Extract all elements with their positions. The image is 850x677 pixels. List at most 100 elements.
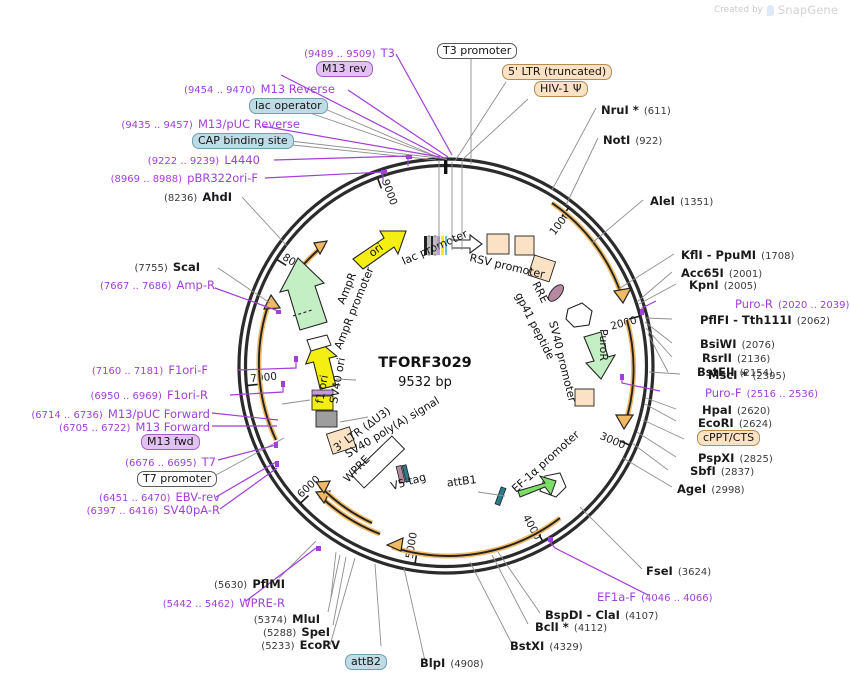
enzyme-blpi[interactable]: BlpI (4908) — [420, 654, 484, 670]
feature-label-m13-fwd[interactable]: M13 fwd — [141, 434, 200, 450]
svg-text:3000: 3000 — [598, 430, 627, 452]
enzyme-name: KflI - PpuMI — [681, 248, 757, 262]
primer-position: (9435 .. 9457) — [121, 120, 193, 131]
enzyme-scai[interactable]: (7755) ScaI — [60, 258, 201, 274]
enzyme-name: EcoRV — [299, 638, 340, 652]
feature-label-attb2[interactable]: attB2 — [345, 654, 387, 670]
enzyme-name: AleI — [650, 194, 675, 208]
leader-lines-primer — [211, 53, 661, 602]
feature-label-lac-operator[interactable]: lac operator — [249, 98, 328, 114]
primer-wpre-r[interactable]: (5442 .. 5462) WPRE-R — [40, 594, 285, 610]
primer-name: M13/pUC Forward — [107, 407, 210, 421]
enzyme-ahdi[interactable]: (8236) AhdI — [60, 188, 232, 204]
primer-m13-forward[interactable]: (6705 .. 6722) M13 Forward — [10, 418, 210, 434]
primer-puro-f[interactable]: Puro-F (2516 .. 2536) — [705, 384, 818, 400]
enzyme-nrui[interactable]: NruI * (611) — [601, 101, 671, 117]
enzyme-msci-row[interactable]: MscI * (2395) — [708, 366, 786, 382]
enzyme-rsrii[interactable]: RsrII (2136) — [702, 349, 770, 365]
enzyme-position: (922) — [635, 136, 663, 147]
primer-t7[interactable]: (6676 .. 6695) T7 — [20, 453, 216, 469]
svg-text:PuroR: PuroR — [597, 329, 610, 361]
enzyme-bsiwi[interactable]: BsiWI (2076) — [700, 335, 775, 351]
enzyme-position: (2062) — [796, 316, 831, 327]
enzyme-bcli[interactable]: BclI * (4112) — [535, 618, 607, 634]
enzyme-sbfi[interactable]: SbfI (2837) — [690, 462, 754, 478]
primer-f1ori-r[interactable]: (6950 .. 6969) F1ori-R — [20, 386, 208, 402]
feature-label-hiv1-psi[interactable]: HIV-1 Ψ — [534, 81, 588, 97]
snapgene-leaf-icon — [766, 4, 774, 16]
primer-position: (8969 .. 8988) — [110, 174, 183, 185]
enzyme-bstxi[interactable]: BstXI (4329) — [510, 637, 583, 653]
primer-pbr322ori-f[interactable]: (8969 .. 8988) pBR322ori-F — [20, 169, 258, 185]
primer-position: (9454 .. 9470) — [184, 85, 256, 96]
primer-ef1a-f[interactable]: EF1a-F (4046 .. 4066) — [597, 588, 713, 604]
feature-label-cap-binding[interactable]: CAP binding site — [192, 133, 294, 149]
primer-amp-r[interactable]: (7667 .. 7686) Amp-R — [40, 276, 215, 292]
primer-position: (6950 .. 6969) — [90, 391, 162, 402]
primer-name: EBV-rev — [175, 490, 220, 504]
enzyme-position: (2825) — [739, 454, 773, 465]
enzyme-name: BstEII — [697, 365, 735, 379]
enzyme-hpai[interactable]: HpaI (2620) — [702, 401, 770, 417]
primer-l4440[interactable]: (9222 .. 9239) L4440 — [40, 151, 260, 167]
primer-name: M13 Forward — [135, 420, 210, 434]
enzyme-pflfi-tth111i[interactable]: PflFI - Tth111I (2062) — [700, 311, 830, 327]
enzyme-pflmi[interactable]: (5630) PflMI — [100, 575, 285, 591]
enzyme-position: (4908) — [450, 659, 484, 670]
enzyme-name: BsiWI — [700, 337, 737, 351]
enzyme-spei[interactable]: (5288) SpeI — [130, 623, 330, 639]
feature-label-m13-rev[interactable]: M13 rev — [316, 61, 373, 77]
primer-m13-puc-forward[interactable]: (6714 .. 6736) M13/pUC Forward — [0, 405, 210, 421]
enzyme-kpni[interactable]: KpnI (2005) — [689, 276, 757, 292]
primer-t3[interactable]: (9489 .. 9509) T3 — [160, 44, 395, 60]
primer-f1ori-f[interactable]: (7160 .. 7181) F1ori-F — [20, 361, 208, 377]
primer-position: (9489 .. 9509) — [304, 49, 376, 60]
enzyme-alei[interactable]: AleI (1351) — [650, 192, 713, 208]
enzyme-fsei[interactable]: FseI (3624) — [646, 562, 711, 578]
primer-position: (6676 .. 6695) — [125, 458, 197, 469]
primer-sv40pa-r[interactable]: (6397 .. 6416) SV40pA-R — [20, 501, 220, 517]
enzyme-position: (5374) — [253, 615, 288, 626]
enzyme-name: MluI — [292, 612, 320, 626]
enzyme-position: (2001) — [728, 269, 763, 280]
enzyme-ecorv[interactable]: (5233) EcoRV — [140, 636, 340, 652]
snapgene-watermark: Created by SnapGene — [714, 3, 838, 17]
orange-direction-arcs — [256, 200, 637, 559]
feature-label-cppt-cts[interactable]: cPPT/CTS — [697, 430, 761, 446]
primer-puro-r[interactable]: Puro-R (2020 .. 2039) — [735, 295, 849, 311]
enzyme-bstell[interactable]: BstEII (2154) — [697, 363, 773, 379]
primer-name: Puro-R — [735, 297, 773, 311]
primer-position: (2020 .. 2039) — [777, 300, 850, 311]
enzyme-position: (2395) — [752, 371, 786, 382]
feature-label-5p-ltr[interactable]: 5' LTR (truncated) — [502, 64, 613, 80]
primer-name: Amp-R — [176, 278, 215, 292]
primer-ebv-rev[interactable]: (6451 .. 6470) EBV-rev — [20, 488, 220, 504]
enzyme-mlui[interactable]: (5374) MluI — [120, 610, 320, 626]
primer-m13-reverse[interactable]: (9454 .. 9470) M13 Reverse — [60, 80, 335, 96]
feature-label-t3-promoter[interactable]: T3 promoter — [437, 43, 518, 59]
enzyme-agei[interactable]: AgeI (2998) — [677, 480, 745, 496]
enzyme-position: (2005) — [723, 281, 757, 292]
enzyme-bspdi-clai[interactable]: BspDI - ClaI (4107) — [545, 606, 658, 622]
primer-position: (6451 .. 6470) — [98, 493, 171, 504]
primer-position: (9222 .. 9239) — [147, 156, 220, 167]
enzyme-noti[interactable]: NotI (922) — [603, 131, 662, 147]
enzyme-name: SpeI — [301, 625, 330, 639]
enzyme-name: ScaI — [172, 260, 200, 274]
enzyme-acc65i[interactable]: Acc65I (2001) — [681, 264, 762, 280]
enzyme-pspxi[interactable]: PspXI (2825) — [698, 449, 773, 465]
feature-label-t7-promoter[interactable]: T7 promoter — [137, 471, 218, 487]
enzyme-position: (2076) — [741, 340, 775, 351]
enzyme-position: (5233) — [261, 641, 295, 652]
enzyme-kfli-ppumi[interactable]: KflI - PpuMI (1708) — [681, 246, 794, 262]
enzyme-ecori[interactable]: EcoRI (2624) — [698, 414, 772, 430]
primer-name: WPRE-R — [239, 596, 285, 610]
svg-text:2000: 2000 — [609, 314, 638, 332]
primer-position: (7160 .. 7181) — [91, 366, 164, 377]
primer-name: T7 — [201, 455, 216, 469]
enzyme-position: (2136) — [737, 354, 771, 365]
primer-name: EF1a-F — [597, 590, 637, 604]
enzyme-name: FseI — [646, 564, 673, 578]
primer-m13-puc-reverse[interactable]: (9435 .. 9457) M13/pUC Reverse — [30, 115, 300, 131]
